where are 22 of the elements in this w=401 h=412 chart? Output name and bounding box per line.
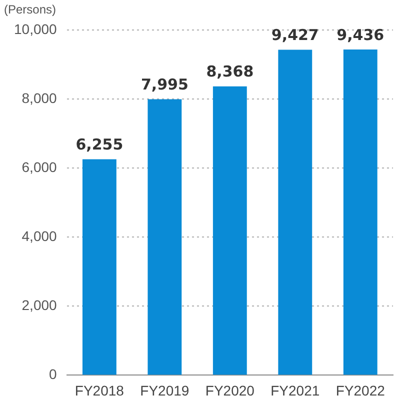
y-tick-label: 10,000 <box>14 20 58 37</box>
x-tick-label: FY2019 <box>140 382 190 398</box>
bar <box>278 50 312 375</box>
y-axis-title: (Persons) <box>4 2 56 16</box>
data-label: 7,995 <box>140 76 188 94</box>
bar <box>343 49 378 375</box>
y-tick-label: 4,000 <box>22 228 58 244</box>
y-tick-label: 0 <box>49 366 58 382</box>
data-label: 6,255 <box>76 136 124 154</box>
x-tick-label: FY2021 <box>270 382 320 398</box>
bar <box>82 159 116 375</box>
data-label: 9,427 <box>271 26 319 44</box>
y-tick-label: 2,000 <box>22 297 58 314</box>
x-tick-label: FY2018 <box>74 382 124 398</box>
x-tick-label: FY2022 <box>336 382 386 398</box>
data-label: 8,368 <box>206 62 254 81</box>
y-tick-label: 6,000 <box>22 158 58 175</box>
x-tick-label: FY2020 <box>205 382 255 398</box>
bar <box>148 99 182 375</box>
bar <box>212 86 247 375</box>
data-label: 9,436 <box>336 26 384 44</box>
y-tick-label: 8,000 <box>22 90 58 106</box>
